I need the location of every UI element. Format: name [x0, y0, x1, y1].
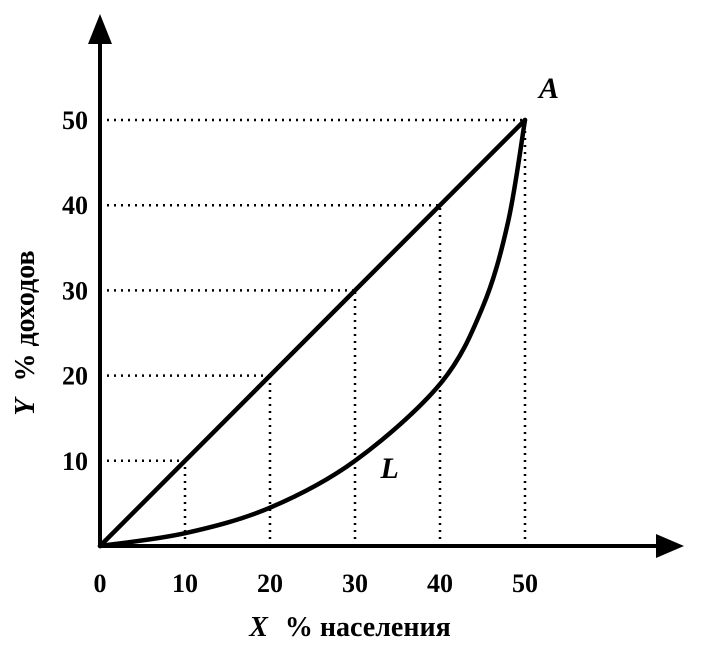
y-axis-title: Y % доходов: [10, 250, 41, 415]
x-axis-text: % населения: [285, 612, 451, 643]
equality-line: [97, 117, 528, 549]
lorenz-curve: [97, 117, 528, 549]
tick-labels: 10 20 30 40 50 10 20 30 40 50: [62, 106, 538, 598]
y-tick-label: 40: [62, 191, 88, 220]
x-tick-label: 30: [342, 569, 368, 598]
y-tick-label: 30: [62, 276, 88, 305]
x-tick-label: 40: [427, 569, 453, 598]
annotations: AL: [380, 72, 560, 485]
y-tick-label: 10: [62, 447, 88, 476]
series-group: [97, 117, 528, 549]
x-axis-title: X % населения: [248, 612, 451, 643]
x-tick-label: 50: [512, 569, 538, 598]
y-axis-var: Y: [10, 396, 41, 416]
guide-lines: [100, 118, 527, 546]
point-label-l: L: [380, 452, 399, 485]
point-label-a: A: [537, 72, 559, 105]
x-tick-label: 10: [172, 569, 198, 598]
y-axis-arrow: [88, 14, 112, 44]
y-axis-text: % доходов: [10, 250, 41, 381]
x-tick-label: 20: [257, 569, 283, 598]
axes: [88, 14, 684, 558]
y-tick-label: 20: [62, 362, 88, 391]
origin-label: 0: [94, 569, 107, 598]
x-axis-arrow: [656, 534, 684, 558]
y-tick-label: 50: [62, 106, 88, 135]
x-axis-var: X: [248, 612, 269, 643]
